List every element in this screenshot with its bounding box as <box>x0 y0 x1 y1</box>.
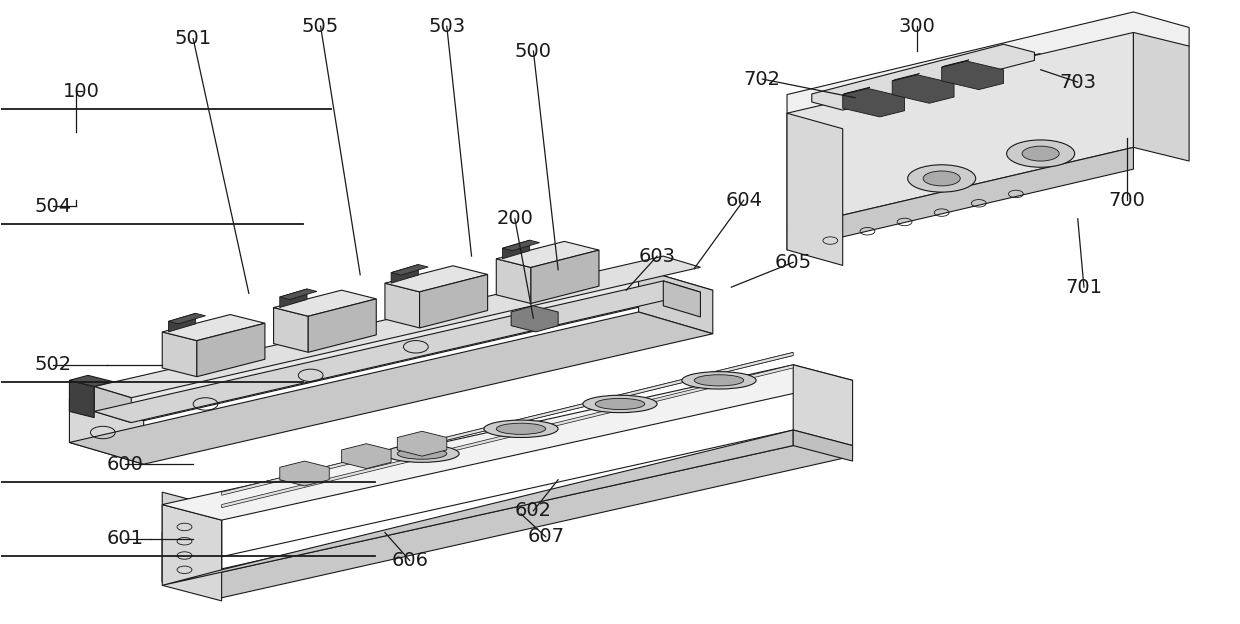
Polygon shape <box>843 87 870 95</box>
Text: 607: 607 <box>527 527 564 547</box>
Text: 702: 702 <box>744 69 781 89</box>
Polygon shape <box>502 240 529 259</box>
Polygon shape <box>384 283 419 328</box>
Polygon shape <box>531 250 599 303</box>
Polygon shape <box>197 323 265 377</box>
Polygon shape <box>342 444 391 469</box>
Polygon shape <box>162 532 222 598</box>
Ellipse shape <box>694 375 744 386</box>
Polygon shape <box>222 353 794 495</box>
Polygon shape <box>397 431 446 456</box>
Polygon shape <box>812 44 1034 110</box>
Polygon shape <box>502 240 539 251</box>
Polygon shape <box>69 312 713 464</box>
Text: 600: 600 <box>107 455 144 474</box>
Text: 601: 601 <box>107 529 144 548</box>
Ellipse shape <box>384 445 459 462</box>
Text: 505: 505 <box>303 17 340 36</box>
Text: 602: 602 <box>515 501 552 520</box>
Text: 703: 703 <box>1059 72 1096 92</box>
Polygon shape <box>496 241 599 268</box>
Text: 606: 606 <box>391 551 428 570</box>
Text: 100: 100 <box>63 82 100 101</box>
Polygon shape <box>94 386 131 422</box>
Polygon shape <box>162 332 197 377</box>
Polygon shape <box>787 113 843 265</box>
Polygon shape <box>391 265 418 283</box>
Polygon shape <box>941 60 968 67</box>
Polygon shape <box>384 266 487 292</box>
Polygon shape <box>94 256 701 397</box>
Polygon shape <box>280 461 330 486</box>
Polygon shape <box>274 290 376 316</box>
Polygon shape <box>843 89 904 117</box>
Polygon shape <box>169 313 196 332</box>
Polygon shape <box>169 313 206 324</box>
Polygon shape <box>419 275 487 328</box>
Ellipse shape <box>682 372 756 389</box>
Text: 701: 701 <box>1065 278 1102 296</box>
Polygon shape <box>787 32 1133 228</box>
Ellipse shape <box>595 398 645 409</box>
Polygon shape <box>162 430 794 585</box>
Polygon shape <box>94 281 701 422</box>
Text: 603: 603 <box>639 246 676 266</box>
Polygon shape <box>274 308 309 353</box>
Polygon shape <box>162 441 853 598</box>
Text: 605: 605 <box>775 253 812 272</box>
Polygon shape <box>162 519 222 582</box>
Polygon shape <box>893 74 919 81</box>
Polygon shape <box>280 289 308 308</box>
Polygon shape <box>794 365 853 446</box>
Text: 500: 500 <box>515 42 552 61</box>
Polygon shape <box>162 365 853 520</box>
Polygon shape <box>794 430 853 461</box>
Polygon shape <box>893 75 954 103</box>
Ellipse shape <box>908 165 976 192</box>
Polygon shape <box>511 306 558 332</box>
Polygon shape <box>162 505 222 601</box>
Ellipse shape <box>484 420 558 437</box>
Ellipse shape <box>397 448 446 459</box>
Polygon shape <box>222 365 794 508</box>
Text: 502: 502 <box>35 355 72 374</box>
Polygon shape <box>787 147 1133 250</box>
Ellipse shape <box>923 171 960 186</box>
Polygon shape <box>787 12 1189 129</box>
Text: 700: 700 <box>1109 191 1146 210</box>
Ellipse shape <box>1022 146 1059 161</box>
Text: 200: 200 <box>496 209 533 228</box>
Polygon shape <box>162 492 222 548</box>
Polygon shape <box>663 281 701 317</box>
Polygon shape <box>1133 32 1189 161</box>
Polygon shape <box>162 314 265 341</box>
Polygon shape <box>69 399 144 464</box>
Text: 300: 300 <box>899 17 935 36</box>
Text: 501: 501 <box>175 29 212 48</box>
Polygon shape <box>309 299 376 353</box>
Polygon shape <box>639 268 713 334</box>
Polygon shape <box>69 381 94 417</box>
Polygon shape <box>69 268 713 421</box>
Ellipse shape <box>496 423 546 434</box>
Text: 503: 503 <box>428 17 465 36</box>
Text: 504: 504 <box>35 197 72 216</box>
Polygon shape <box>280 289 317 300</box>
Ellipse shape <box>583 395 657 412</box>
Polygon shape <box>69 376 113 386</box>
Polygon shape <box>496 259 531 303</box>
Ellipse shape <box>1007 140 1075 167</box>
Polygon shape <box>941 61 1003 90</box>
Text: 604: 604 <box>725 191 763 210</box>
Polygon shape <box>391 265 428 275</box>
